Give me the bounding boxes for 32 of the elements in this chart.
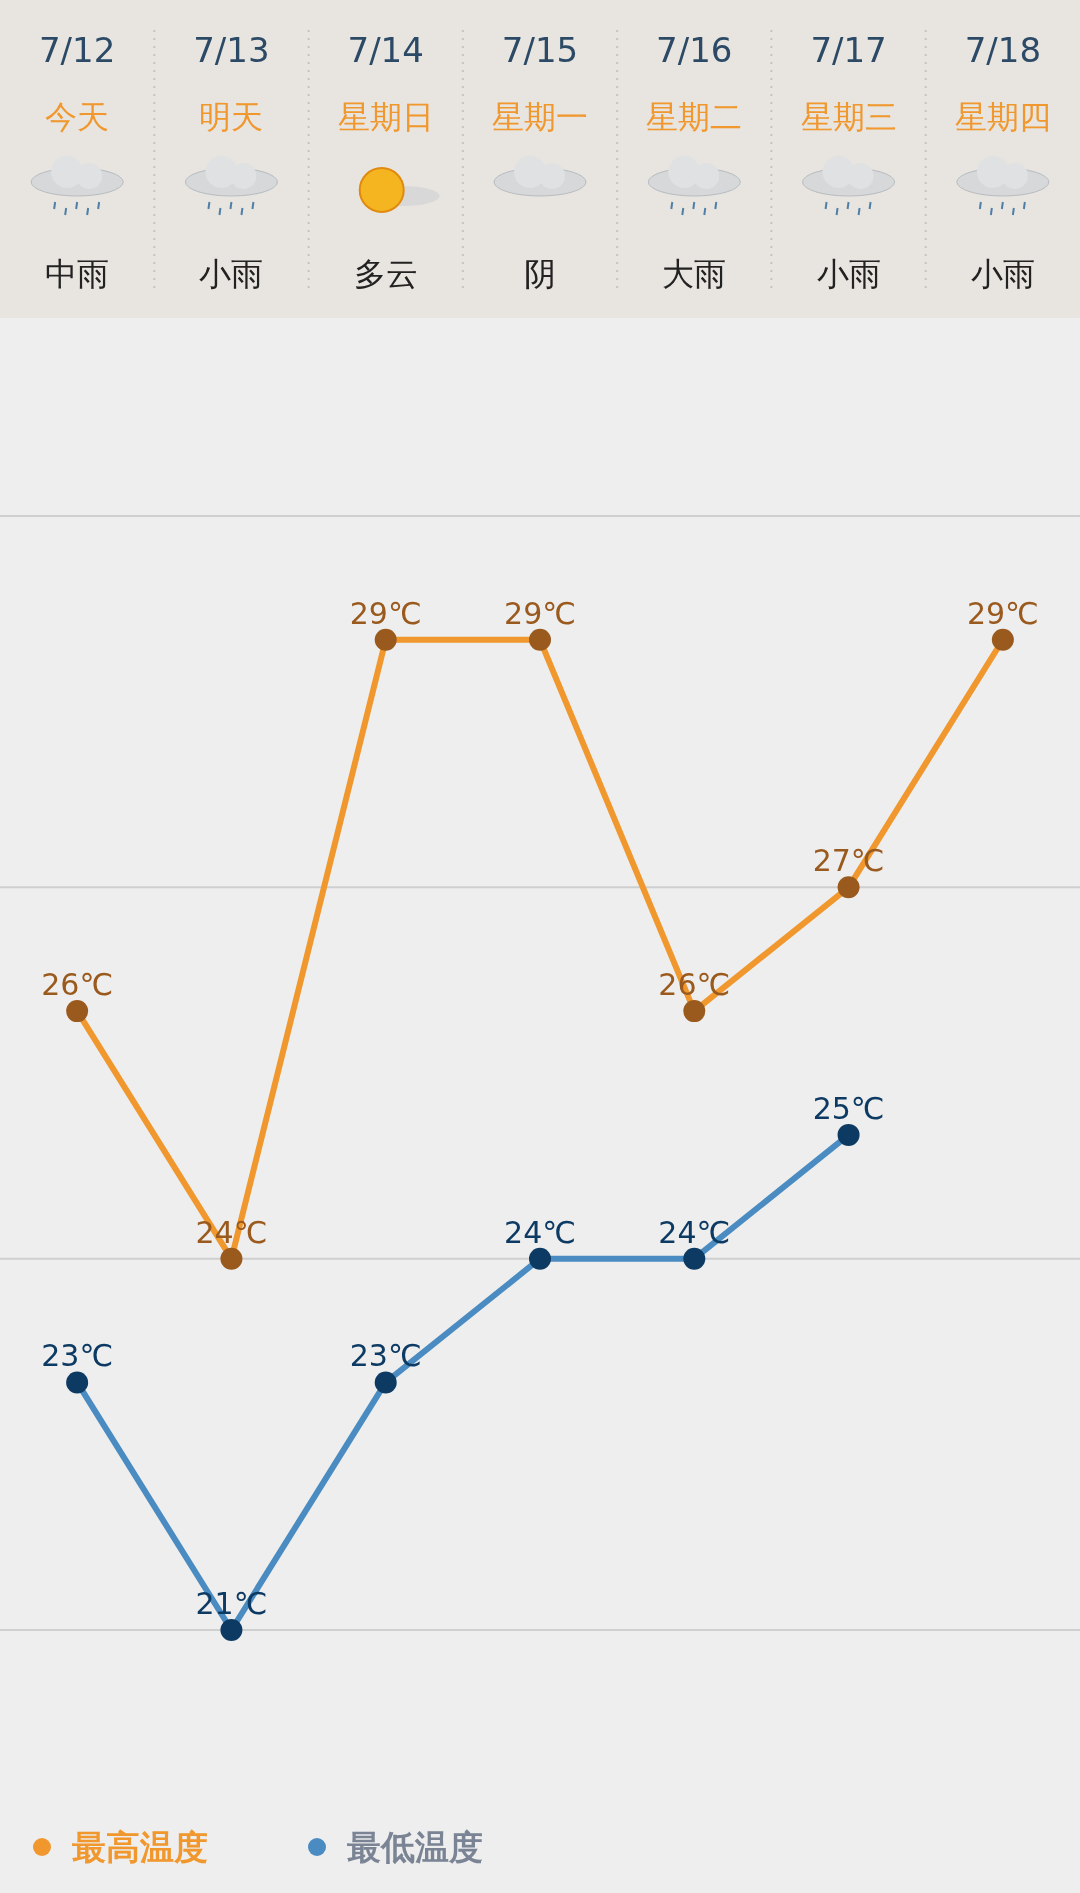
- x-tick-label: 7/15: [501, 30, 579, 70]
- text: 星期三: [800, 98, 897, 136]
- x-tick-label: 7/18: [964, 30, 1042, 70]
- data-label: 29℃: [504, 595, 576, 631]
- text: 星期四: [954, 98, 1051, 136]
- text: 明天: [199, 98, 264, 136]
- data-label: 23℃: [349, 1338, 422, 1374]
- data-label: 29℃: [966, 595, 1039, 631]
- data-label: 29℃: [349, 595, 422, 631]
- legend-label: 最高温度: [72, 1827, 208, 1867]
- text: 小雨: [970, 255, 1035, 293]
- text: 星期日: [337, 98, 434, 136]
- text: 今天: [45, 98, 110, 136]
- text: 阴: [524, 255, 556, 293]
- text: 小雨: [199, 255, 264, 293]
- data-label: 26℃: [41, 967, 114, 1003]
- text: 多云: [353, 255, 418, 293]
- text: 大雨: [662, 255, 727, 293]
- text: 小雨: [816, 255, 881, 293]
- legend-label: 最低温度: [347, 1827, 483, 1867]
- x-tick-label: 7/12: [38, 30, 116, 70]
- data-label: 23℃: [41, 1338, 114, 1374]
- x-tick-label: 7/17: [810, 30, 887, 70]
- x-tick-label: 7/13: [193, 30, 270, 70]
- text: 星期二: [646, 98, 743, 136]
- data-label: 24℃: [658, 1214, 731, 1250]
- data-label: 25℃: [812, 1090, 885, 1126]
- x-tick-label: 7/16: [656, 30, 733, 70]
- text: 星期一: [492, 98, 588, 136]
- text: 中雨: [45, 255, 110, 293]
- x-tick-label: 7/14: [347, 30, 424, 70]
- data-label: 24℃: [504, 1214, 576, 1250]
